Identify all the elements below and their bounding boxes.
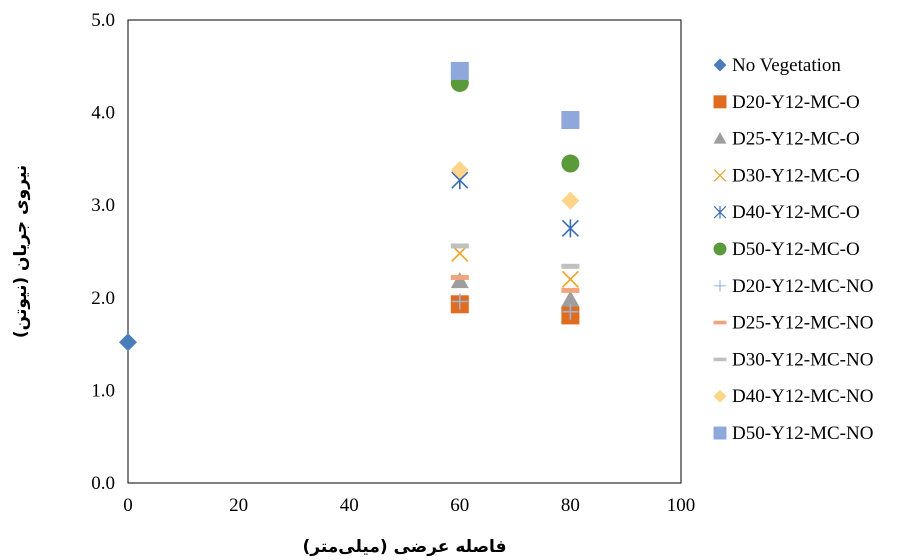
- data-point: [450, 274, 469, 280]
- y-tick-label: 0.0: [91, 473, 115, 494]
- legend-label: D50-Y12-MC-NO: [732, 423, 873, 444]
- data-point: [561, 154, 580, 173]
- data-point: [561, 263, 580, 269]
- y-tick-label: 5.0: [91, 10, 115, 31]
- legend-item: D50-Y12-MC-NO: [713, 423, 873, 444]
- legend-marker: [713, 242, 727, 256]
- legend-item: D25-Y12-MC-O: [713, 129, 860, 150]
- legend-label: D30-Y12-MC-O: [732, 165, 860, 186]
- legend-marker: [713, 58, 727, 72]
- x-tick-label: 100: [667, 495, 696, 516]
- y-tick-label: 4.0: [91, 103, 115, 124]
- legend-label: No Vegetation: [732, 55, 841, 76]
- data-point: [561, 270, 579, 288]
- legend-marker: [713, 426, 727, 440]
- legend-item: D30-Y12-MC-NO: [713, 349, 873, 370]
- data-point: [451, 293, 468, 310]
- x-tick-label: 0: [123, 495, 133, 516]
- plot-area: [127, 19, 682, 484]
- legend-marker-shape: [713, 389, 727, 403]
- legend: No Vegetation D20-Y12-MC-O D25-Y12-MC-O D30…: [713, 55, 873, 444]
- data-point: [561, 111, 580, 130]
- data-points: [119, 61, 580, 352]
- x-tick-label: 40: [340, 495, 359, 516]
- x-tick-label: 20: [229, 495, 248, 516]
- data-point: [450, 243, 469, 249]
- legend-marker: [713, 132, 727, 144]
- legend-marker-shape: [713, 357, 727, 362]
- legend-label: D40-Y12-MC-O: [732, 202, 860, 223]
- x-axis-title: فاصله عرضی (میلی‌متر): [302, 537, 506, 557]
- data-point: [450, 61, 469, 80]
- legend-marker: [713, 169, 727, 182]
- data-point: [450, 161, 469, 180]
- legend-marker-shape: [713, 242, 727, 256]
- legend-label: D30-Y12-MC-NO: [732, 349, 873, 370]
- y-tick-label: 1.0: [91, 380, 115, 401]
- legend-marker-shape: [713, 95, 727, 109]
- legend-marker-shape: [713, 426, 727, 440]
- legend-label: D40-Y12-MC-NO: [732, 386, 873, 407]
- legend-label: D20-Y12-MC-NO: [732, 276, 873, 297]
- data-point: [561, 191, 580, 210]
- data-point: [561, 287, 580, 293]
- legend-item: D30-Y12-MC-O: [713, 165, 860, 186]
- data-point: [562, 303, 579, 320]
- y-axis-title: نیروی جریان (نیوتن): [11, 165, 31, 338]
- legend-item: D20-Y12-MC-O: [713, 92, 860, 113]
- legend-marker-shape: [713, 320, 727, 325]
- legend-item: D40-Y12-MC-NO: [713, 386, 873, 407]
- legend-label: D25-Y12-MC-O: [732, 129, 860, 150]
- legend-item: No Vegetation: [713, 55, 841, 76]
- legend-marker: [714, 280, 726, 292]
- legend-marker: [713, 357, 727, 362]
- legend-item: D20-Y12-MC-NO: [714, 276, 873, 297]
- x-tick-label: 60: [450, 495, 469, 516]
- data-point: [561, 219, 579, 238]
- data-point: [561, 290, 580, 307]
- legend-marker: [713, 320, 727, 325]
- x-tick-label: 80: [561, 495, 580, 516]
- data-point: [450, 272, 469, 289]
- legend-item: D25-Y12-MC-NO: [713, 313, 873, 334]
- legend-marker-shape: [713, 169, 727, 182]
- legend-label: D20-Y12-MC-O: [732, 92, 860, 113]
- legend-marker: [713, 205, 727, 219]
- data-point: [119, 333, 137, 352]
- legend-marker-shape: [713, 58, 727, 72]
- legend-label: D25-Y12-MC-NO: [732, 313, 873, 334]
- legend-marker-shape: [713, 205, 727, 219]
- legend-marker: [713, 95, 727, 109]
- x-axis-ticks: 0 20 40 60 80 100: [123, 495, 695, 516]
- y-axis-ticks: 0.0 1.0 2.0 3.0 4.0 5.0: [91, 10, 115, 494]
- legend-marker-shape: [713, 132, 727, 144]
- legend-item: D50-Y12-MC-O: [713, 239, 860, 260]
- y-tick-label: 3.0: [91, 195, 115, 216]
- legend-item: D40-Y12-MC-O: [713, 202, 860, 223]
- y-tick-label: 2.0: [91, 288, 115, 309]
- legend-marker-shape: [714, 280, 726, 292]
- legend-label: D50-Y12-MC-O: [732, 239, 860, 260]
- legend-marker: [713, 389, 727, 403]
